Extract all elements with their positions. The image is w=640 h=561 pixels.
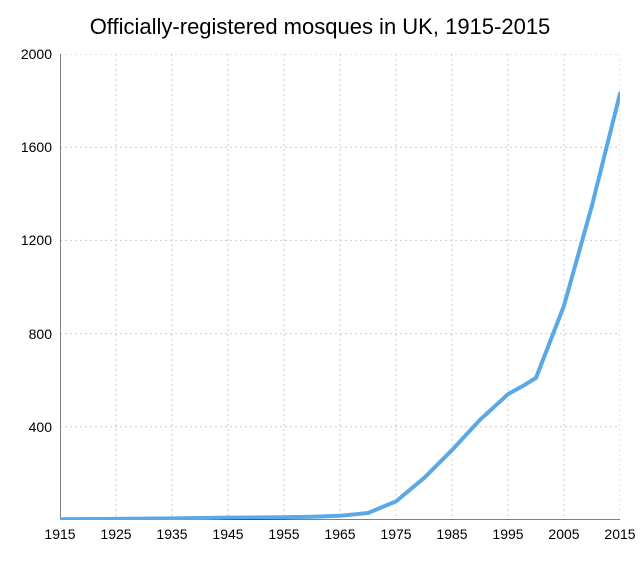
y-tick-label: 1600: [21, 139, 52, 155]
y-tick-label: 2000: [21, 46, 52, 62]
y-tick-label: 1200: [21, 232, 52, 248]
y-tick-label: 400: [29, 419, 52, 435]
x-tick-label: 1955: [268, 526, 299, 542]
x-tick-label: 1925: [100, 526, 131, 542]
x-tick-label: 1985: [436, 526, 467, 542]
x-tick-label: 1995: [492, 526, 523, 542]
y-tick-label: 800: [29, 326, 52, 342]
x-tick-label: 1945: [212, 526, 243, 542]
chart-title: Officially-registered mosques in UK, 191…: [0, 14, 640, 40]
x-tick-label: 2005: [548, 526, 579, 542]
plot-area: [60, 54, 620, 520]
x-tick-label: 1915: [44, 526, 75, 542]
x-tick-label: 2015: [604, 526, 635, 542]
x-tick-label: 1975: [380, 526, 411, 542]
x-tick-label: 1935: [156, 526, 187, 542]
line-chart: Officially-registered mosques in UK, 191…: [0, 0, 640, 561]
x-tick-label: 1965: [324, 526, 355, 542]
